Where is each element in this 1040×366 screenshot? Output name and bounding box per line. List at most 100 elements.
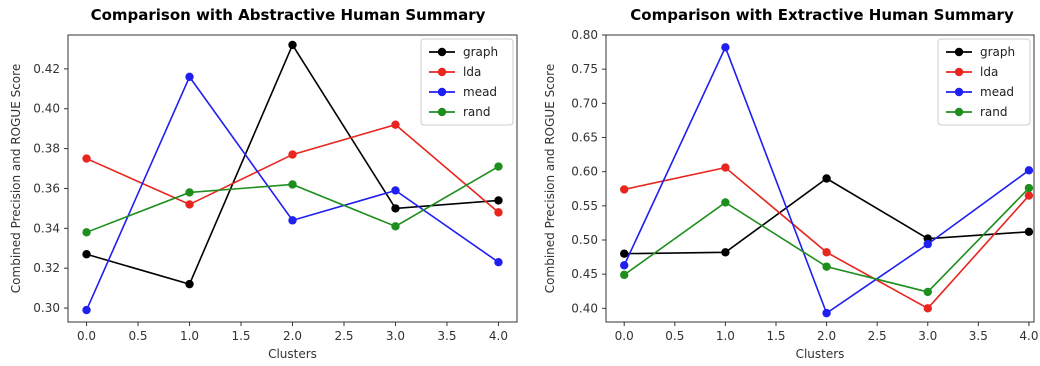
data-point-mead — [1024, 166, 1034, 175]
series-lda — [82, 120, 503, 217]
legend-label: lda — [463, 65, 481, 79]
data-point-lda — [620, 185, 629, 194]
x-tick-label: 2.0 — [283, 329, 302, 343]
legend-label: rand — [980, 105, 1008, 119]
legend-swatch-marker — [437, 87, 447, 97]
data-point-lda — [288, 150, 297, 159]
x-tick-label: 0.0 — [77, 329, 96, 343]
legend: graph lda mead rand — [420, 38, 514, 126]
data-point-mead — [288, 216, 297, 225]
x-axis-label: Clusters — [796, 347, 845, 361]
x-tick-label: 3.0 — [386, 329, 405, 343]
x-tick-label: 2.0 — [817, 329, 836, 343]
series-rand — [620, 183, 1034, 297]
legend-label: lda — [980, 65, 998, 79]
x-tick-label: 3.5 — [437, 329, 456, 343]
data-point-mead — [822, 308, 831, 318]
x-tick-label: 1.5 — [231, 329, 250, 343]
legend-box — [420, 38, 514, 126]
series-mead — [620, 43, 1034, 318]
legend-label: mead — [980, 85, 1014, 99]
series-graph — [620, 174, 1034, 258]
data-point-graph — [620, 249, 629, 258]
legend-swatch-marker — [954, 107, 964, 117]
chart-abstractive: Comparison with Abstractive Human Summar… — [9, 6, 518, 361]
data-point-rand — [82, 228, 91, 237]
data-point-rand — [391, 222, 400, 231]
x-tick-label: 2.5 — [868, 329, 887, 343]
y-tick-label: 0.38 — [33, 142, 60, 156]
legend-swatch-marker — [954, 87, 964, 97]
x-tick-label: 1.0 — [716, 329, 735, 343]
data-point-mead — [82, 305, 91, 315]
data-point-mead — [185, 72, 194, 82]
legend-swatch-marker — [437, 67, 447, 77]
y-axis-label: Combined Precision and ROGUE Score — [9, 64, 23, 293]
data-point-rand — [494, 162, 503, 171]
x-tick-label: 3.0 — [918, 329, 937, 343]
x-tick-label: 1.0 — [180, 329, 199, 343]
legend-swatch-marker — [437, 107, 447, 117]
x-axis-label: Clusters — [268, 347, 317, 361]
data-point-mead — [923, 239, 932, 249]
data-point-lda — [185, 200, 194, 209]
legend-swatch-marker — [437, 47, 447, 57]
x-tick-label: 0.5 — [665, 329, 684, 343]
x-tick-label: 1.5 — [766, 329, 785, 343]
y-tick-label: 0.40 — [571, 301, 598, 315]
x-tick-label: 0.5 — [128, 329, 147, 343]
chart-title: Comparison with Extractive Human Summary — [630, 6, 1014, 24]
data-point-rand — [923, 287, 932, 297]
y-tick-label: 0.70 — [571, 96, 598, 110]
y-tick-label: 0.75 — [571, 62, 598, 76]
data-point-lda — [1024, 191, 1034, 200]
data-point-graph — [391, 204, 400, 213]
data-point-graph — [288, 40, 297, 50]
legend-label: rand — [463, 105, 491, 119]
legend-swatch-marker — [954, 67, 964, 77]
x-tick-label: 2.5 — [334, 329, 353, 343]
y-tick-label: 0.60 — [571, 165, 598, 179]
y-tick-label: 0.55 — [571, 199, 598, 213]
data-point-lda — [721, 163, 730, 172]
y-tick-label: 0.30 — [33, 301, 60, 315]
data-point-rand — [288, 180, 297, 189]
legend-label: graph — [463, 45, 498, 59]
data-point-graph — [185, 279, 194, 289]
data-point-graph — [721, 248, 730, 257]
x-tick-label: 0.0 — [615, 329, 634, 343]
series-lda — [620, 163, 1034, 313]
data-point-mead — [620, 261, 629, 270]
data-point-mead — [721, 43, 730, 52]
data-point-lda — [494, 208, 503, 217]
x-tick-label: 4.0 — [489, 329, 508, 343]
data-point-rand — [185, 188, 194, 197]
data-point-graph — [82, 250, 91, 259]
data-point-lda — [391, 120, 400, 129]
y-axis-label: Combined Precision and ROGUE Score — [543, 64, 557, 293]
data-point-rand — [721, 198, 730, 207]
x-tick-label: 3.5 — [969, 329, 988, 343]
y-tick-label: 0.42 — [33, 62, 60, 76]
data-point-lda — [822, 248, 831, 257]
data-point-graph — [494, 196, 503, 205]
y-tick-label: 0.40 — [33, 102, 60, 116]
y-tick-label: 0.45 — [571, 267, 598, 281]
data-point-rand — [1024, 183, 1034, 193]
data-point-mead — [494, 258, 503, 267]
data-point-rand — [822, 262, 831, 271]
series-mead — [82, 72, 503, 315]
data-point-lda — [82, 154, 91, 163]
data-point-graph — [822, 174, 831, 183]
chart-extractive: Comparison with Extractive Human Summary… — [543, 6, 1038, 361]
data-point-rand — [620, 270, 629, 280]
chart-title: Comparison with Abstractive Human Summar… — [91, 6, 486, 24]
legend-box — [937, 38, 1031, 126]
series-rand — [82, 162, 503, 237]
data-point-graph — [1024, 227, 1034, 236]
data-point-lda — [923, 304, 932, 313]
legend: graph lda mead rand — [937, 38, 1031, 126]
y-tick-label: 0.80 — [571, 28, 598, 42]
legend-label: mead — [463, 85, 497, 99]
